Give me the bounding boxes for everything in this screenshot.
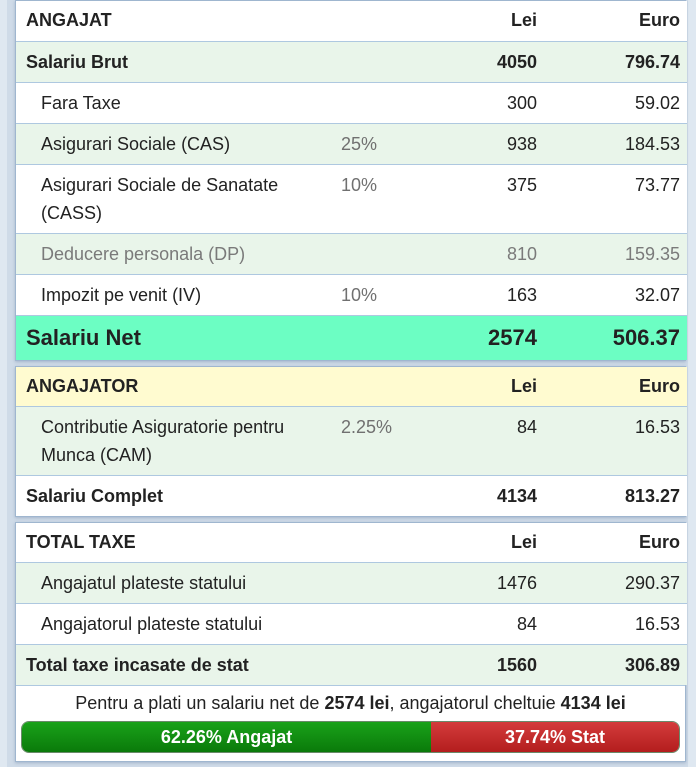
row-label: Fara Taxe: [16, 82, 341, 124]
table-row: Deducere personala (DP) 810 159.35: [16, 233, 687, 275]
row-euro: 73.77: [537, 164, 687, 234]
row-lei: 810: [416, 233, 537, 275]
angajat-header-row: ANGAJAT Lei Euro: [16, 1, 687, 42]
row-euro: 813.27: [624, 486, 680, 506]
row-pct: [341, 41, 416, 83]
table-row: Salariu Brut 4050 796.74: [16, 41, 687, 83]
col-euro: Euro: [537, 1, 687, 42]
angajat-card: ANGAJAT Lei Euro Salariu Brut 4050 796.7…: [15, 0, 687, 361]
row-euro: 59.02: [537, 82, 687, 124]
summary-middle: , angajatorul cheltuie: [389, 693, 556, 713]
row-lei: 1476: [416, 562, 537, 604]
total-taxe-card: TOTAL TAXE Lei Euro Angajatul plateste s…: [15, 522, 687, 763]
row-label: Deducere personala (DP): [16, 233, 341, 275]
col-lei: Lei: [416, 1, 537, 42]
col-lei: Lei: [416, 523, 537, 563]
summary-prefix: Pentru a plati un salariu net de: [75, 693, 320, 713]
table-row: Asigurari Sociale de Sanatate (CASS) 10%…: [16, 164, 687, 234]
net-label: Salariu Net: [26, 325, 141, 350]
angajat-share: 62.26% Angajat: [22, 722, 432, 752]
row-label: Salariu Brut: [16, 41, 341, 83]
section-title: TOTAL TAXE: [16, 523, 341, 563]
row-euro: 306.89: [624, 655, 680, 675]
row-label: Angajatorul plateste statului: [16, 603, 341, 645]
empty-cell: [341, 523, 416, 563]
table-row: Contributie Asiguratorie pentru Munca (C…: [16, 406, 687, 476]
row-euro: 16.53: [537, 603, 687, 645]
row-euro: 796.74: [537, 41, 687, 83]
row-pct: 10%: [341, 164, 416, 234]
table-row: Impozit pe venit (IV) 10% 163 32.07: [16, 274, 687, 316]
row-label: Angajatul plateste statului: [16, 562, 341, 604]
section-title: ANGAJATOR: [16, 367, 341, 407]
empty-cell: [341, 603, 416, 645]
row-lei: 4050: [416, 41, 537, 83]
col-euro: Euro: [537, 367, 687, 407]
summary-net: 2574 lei: [324, 693, 390, 713]
angajator-card: ANGAJATOR Lei Euro Contributie Asigurato…: [15, 366, 687, 517]
summary-block: Pentru a plati un salariu net de 2574 le…: [16, 685, 685, 763]
table-row: Fara Taxe 300 59.02: [16, 82, 687, 124]
empty-cell: [341, 1, 416, 42]
row-pct: 2.25%: [341, 406, 416, 476]
angajat-table: ANGAJAT Lei Euro Salariu Brut 4050 796.7…: [16, 1, 687, 360]
angajator-table: ANGAJATOR Lei Euro Contributie Asigurato…: [16, 367, 687, 516]
col-euro: Euro: [537, 523, 687, 563]
salariu-net-row: Salariu Net 2574 506.37: [16, 315, 687, 361]
empty-cell: [341, 645, 416, 686]
total-taxe-row: Total taxe incasate de stat 1560 306.89: [16, 644, 687, 686]
summary-text: Pentru a plati un salariu net de 2574 le…: [16, 686, 685, 717]
row-label: Asigurari Sociale de Sanatate (CASS): [16, 164, 341, 234]
row-label: Salariu Complet: [26, 486, 164, 506]
table-row: Asigurari Sociale (CAS) 25% 938 184.53: [16, 123, 687, 165]
row-lei: 375: [416, 164, 537, 234]
row-lei: 84: [416, 603, 537, 645]
empty-cell: [341, 476, 416, 517]
stat-share: 37.74% Stat: [431, 722, 679, 752]
row-label: Total taxe incasate de stat: [26, 655, 249, 675]
empty-cell: [341, 316, 416, 361]
row-lei: 1560: [496, 655, 537, 675]
row-euro: 16.53: [537, 406, 687, 476]
table-row: Angajatul plateste statului 1476 290.37: [16, 562, 687, 604]
row-label: Contributie Asiguratorie pentru Munca (C…: [16, 406, 341, 476]
row-lei: 938: [416, 123, 537, 165]
row-lei: 4134: [496, 486, 537, 506]
row-pct: [341, 82, 416, 124]
salariu-complet-row: Salariu Complet 4134 813.27: [16, 475, 687, 517]
empty-cell: [341, 562, 416, 604]
total-taxe-table: TOTAL TAXE Lei Euro Angajatul plateste s…: [16, 523, 687, 685]
total-taxe-header-row: TOTAL TAXE Lei Euro: [16, 523, 687, 563]
section-title: ANGAJAT: [16, 1, 341, 42]
net-lei: 2574: [488, 325, 537, 350]
row-pct: 10%: [341, 274, 416, 316]
row-euro: 184.53: [537, 123, 687, 165]
table-row: Angajatorul plateste statului 84 16.53: [16, 603, 687, 645]
split-bar: 62.26% Angajat 37.74% Stat: [21, 721, 680, 753]
row-label: Impozit pe venit (IV): [16, 274, 341, 316]
summary-cost: 4134 lei: [560, 693, 626, 713]
row-lei: 163: [416, 274, 537, 316]
row-pct: [341, 233, 416, 275]
row-label: Asigurari Sociale (CAS): [16, 123, 341, 165]
row-euro: 290.37: [537, 562, 687, 604]
row-pct: 25%: [341, 123, 416, 165]
empty-cell: [341, 367, 416, 407]
row-lei: 84: [416, 406, 537, 476]
row-euro: 159.35: [537, 233, 687, 275]
row-lei: 300: [416, 82, 537, 124]
angajator-header-row: ANGAJATOR Lei Euro: [16, 367, 687, 407]
row-euro: 32.07: [537, 274, 687, 316]
col-lei: Lei: [416, 367, 537, 407]
net-euro: 506.37: [612, 325, 680, 350]
